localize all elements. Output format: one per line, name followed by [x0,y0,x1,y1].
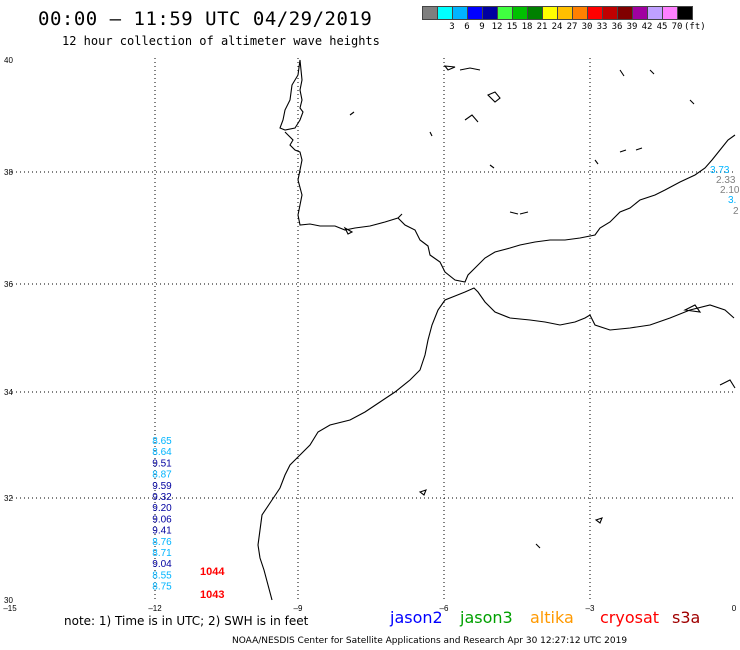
x-tick-label: –6 [440,604,449,613]
edge-reading: 2.33 [716,175,736,186]
legend-label: 18 [521,22,533,32]
wave-reading: 9.32 [152,492,172,503]
wave-reading: 9.04 [152,559,172,570]
legend-label: 24 [551,22,563,32]
satellite-name-s3a: s3a [672,608,701,627]
time-labels: 1044 1043 [200,566,225,601]
coastline [257,59,736,601]
legend-label: 45 [656,22,668,32]
legend-label: 42 [641,22,653,32]
x-tick-label: 0 [732,604,737,613]
color-legend: 3 6 9 12 15 18 21 24 27 30 33 36 39 42 45 70 (ft) [422,6,706,34]
wave-reading: 8.87 [152,470,172,481]
wave-reading: 9.41 [152,526,172,537]
edge-reading: 3.73 [710,165,730,176]
satellite-name-jason3: jason3 [460,608,513,627]
y-tick-label: 34 [4,388,13,397]
wave-reading: 8.76 [152,537,172,548]
legend-label: 3 [449,22,455,32]
legend-label: 9 [479,22,485,32]
x-tick-label: –15 [3,604,17,613]
y-tick-label: 30 [4,596,13,605]
time-label: 1044 [200,566,225,578]
legend-label: 27 [566,22,578,32]
legend-label: 70 [671,22,683,32]
y-tick-label: 32 [4,494,13,503]
y-tick-label: 40 [4,56,13,65]
edge-reading: 3. [728,195,736,206]
footer-note: note: 1) Time is in UTC; 2) SWH is in fe… [64,614,309,628]
wave-reading: 8.64 [152,447,172,458]
edge-readings: 3.732.332.103.2 [710,165,740,217]
chart-subtitle: 12 hour collection of altimeter wave hei… [62,34,380,48]
satellite-name-altika: altika [530,608,574,627]
y-tick-label: 38 [4,168,13,177]
legend-label: 12 [491,22,503,32]
chart-title: 00:00 – 11:59 UTC 04/29/2019 [38,8,373,30]
x-tick-label: –9 [294,604,303,613]
x-tick-label: –3 [586,604,595,613]
y-tick-label: 36 [4,280,13,289]
legend-swatch [677,6,693,20]
credit-line: NOAA/NESDIS Center for Satellite Applica… [232,636,628,646]
time-label: 1043 [200,589,224,601]
wave-reading: 8.75 [152,582,172,593]
legend-label: 6 [464,22,470,32]
edge-reading: 2.10 [720,185,740,196]
x-tick-label: –12 [148,604,162,613]
wave-reading: 9.06 [152,514,172,525]
wave-reading: 9.20 [152,503,172,514]
legend-label: 15 [506,22,518,32]
wave-reading: 8.55 [152,570,172,581]
legend-label: 39 [626,22,638,32]
satellite-name-cryosat: cryosat [600,608,660,627]
wave-reading: 9.51 [152,458,172,469]
edge-reading: 2 [733,206,739,217]
legend-label: 33 [596,22,608,32]
grid-lines [12,58,736,602]
legend-label: 30 [581,22,593,32]
wave-readings: 8.658.649.518.879.599.329.209.069.418.76… [152,436,172,593]
satellite-name-jason2: jason2 [390,608,443,627]
legend-label: 36 [611,22,623,32]
wave-reading: 8.65 [152,436,172,447]
axis-labels: –15 –12 –9 –6 –3 0 40 38 36 34 32 30 [3,56,736,613]
wave-reading: 8.71 [152,548,172,559]
wave-reading: 9.59 [152,481,172,492]
legend-label: 21 [536,22,548,32]
legend-unit: (ft) [684,22,706,32]
